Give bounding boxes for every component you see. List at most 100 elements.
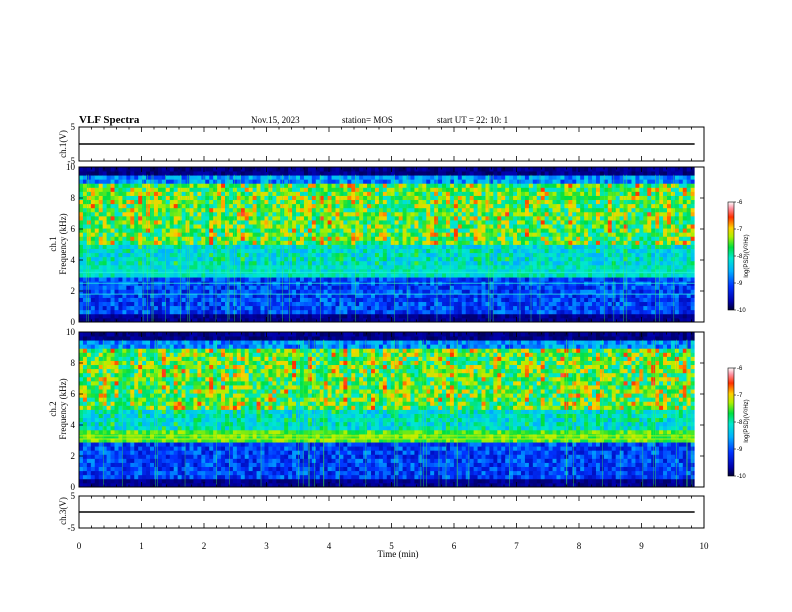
- spectrogram-cell: [501, 228, 506, 233]
- spectrogram-cell: [252, 171, 257, 176]
- spectrogram-cell: [457, 313, 463, 319]
- spectrogram-cell: [402, 167, 407, 172]
- spectrogram-cell: [355, 317, 360, 323]
- spectrogram-cell: [169, 191, 175, 196]
- spectrogram-cell: [434, 309, 439, 315]
- spectrogram-cell: [153, 248, 159, 254]
- spectrogram-cell: [339, 203, 344, 209]
- spectrogram-cell: [434, 232, 439, 237]
- spectrogram-cell: [461, 313, 467, 319]
- spectrogram-cell: [426, 171, 431, 176]
- spectrogram-cell: [228, 207, 234, 213]
- spectrogram-cell: [240, 305, 246, 311]
- spectrogram-cell: [398, 199, 403, 205]
- spectrogram-cell: [540, 187, 546, 192]
- spectrogram-cell: [217, 317, 222, 323]
- spectrogram-cell: [311, 203, 317, 209]
- spectrogram-cell: [177, 317, 183, 323]
- spectrogram-cell: [548, 236, 553, 241]
- spectrogram-cell: [236, 211, 242, 217]
- spectrogram-cell: [394, 252, 400, 258]
- spectrogram-cell: [465, 248, 471, 254]
- spectrogram-cell: [138, 215, 143, 221]
- spectrogram-cell: [177, 268, 183, 274]
- spectrogram-cell: [315, 317, 321, 323]
- spectrogram-cell: [86, 297, 92, 303]
- spectrogram-cell: [402, 252, 407, 258]
- spectrogram-cell: [114, 301, 119, 307]
- spectrogram-cell: [138, 171, 143, 176]
- spectrogram-cell: [580, 224, 585, 229]
- spectrogram-cell: [509, 179, 514, 184]
- spectrogram-cell: [410, 285, 415, 290]
- spectrogram-cell: [592, 285, 597, 290]
- spectrogram-cell: [118, 260, 123, 266]
- spectrogram-cell: [86, 293, 92, 298]
- spectrogram-cell: [134, 256, 139, 262]
- spectrogram-cell: [205, 301, 210, 307]
- spectrogram-cell: [177, 313, 183, 319]
- spectrogram-cell: [371, 289, 376, 294]
- spectrogram-cell: [252, 313, 257, 319]
- spectrogram-cell: [453, 179, 459, 184]
- spectrogram-cell: [110, 199, 115, 205]
- spectrogram-cell: [323, 191, 329, 196]
- spectrogram-cell: [331, 293, 336, 298]
- spectrogram-cell: [485, 301, 490, 307]
- spectrogram-cell: [276, 248, 281, 254]
- spectrogram-cell: [489, 191, 494, 196]
- spectrogram-cell: [260, 228, 265, 233]
- spectrogram-cell: [303, 244, 309, 249]
- spectrogram-cell: [335, 293, 340, 298]
- spectrogram-cell: [201, 236, 206, 241]
- spectrogram-cell: [134, 191, 139, 196]
- spectrogram-cell: [311, 199, 317, 205]
- spectrogram-cell: [146, 264, 151, 270]
- spectrogram-cell: [197, 171, 202, 176]
- spectrogram-cell: [327, 179, 332, 184]
- spectrogram-cell: [173, 224, 179, 229]
- spectrogram-cell: [592, 240, 597, 245]
- spectrogram-cell: [418, 273, 423, 278]
- spectrogram-cell: [442, 277, 447, 282]
- spectrogram-cell: [118, 199, 123, 205]
- spectrogram-cell: [418, 215, 423, 221]
- spectrogram-cell: [248, 277, 254, 282]
- spectrogram-cell: [501, 256, 506, 262]
- spectrogram-cell: [501, 179, 506, 184]
- spectrogram-cell: [446, 277, 451, 282]
- spectrogram-cell: [378, 264, 384, 270]
- spectrogram-cell: [497, 211, 502, 217]
- spectrogram-cell: [402, 297, 407, 303]
- spectrogram-cell: [477, 195, 482, 201]
- spectrogram-cell: [288, 228, 293, 233]
- spectrogram-cell: [473, 268, 478, 274]
- spectrogram-cell: [134, 228, 139, 233]
- spectrogram-cell: [398, 264, 403, 270]
- spectrogram-cell: [505, 256, 510, 262]
- spectrogram-cell: [347, 264, 352, 270]
- spectrogram-cell: [347, 179, 352, 184]
- spectrogram-cell: [228, 289, 234, 294]
- spectrogram-cell: [359, 297, 364, 303]
- spectrogram-cell: [552, 195, 557, 201]
- spectrogram-cell: [240, 293, 246, 298]
- spectrogram-cell: [386, 179, 392, 184]
- spectrogram-cell: [114, 191, 119, 196]
- spectrogram-cell: [382, 301, 388, 307]
- spectrogram-cell: [382, 277, 388, 282]
- spectrogram-cell: [520, 260, 526, 266]
- spectrogram-cell: [209, 211, 214, 217]
- spectrogram-cell: [497, 220, 502, 225]
- spectrogram-cell: [256, 199, 261, 205]
- spectrogram-cell: [197, 297, 202, 303]
- spectrogram-cell: [146, 252, 151, 258]
- spectrogram-cell: [509, 167, 514, 172]
- spectrogram-cell: [98, 175, 104, 180]
- spectrogram-cell: [359, 220, 364, 225]
- spectrogram-cell: [532, 309, 538, 315]
- spectrogram-cell: [505, 236, 510, 241]
- spectrogram-cell: [556, 211, 561, 217]
- spectrogram-cell: [272, 232, 277, 237]
- spectrogram-cell: [453, 301, 459, 307]
